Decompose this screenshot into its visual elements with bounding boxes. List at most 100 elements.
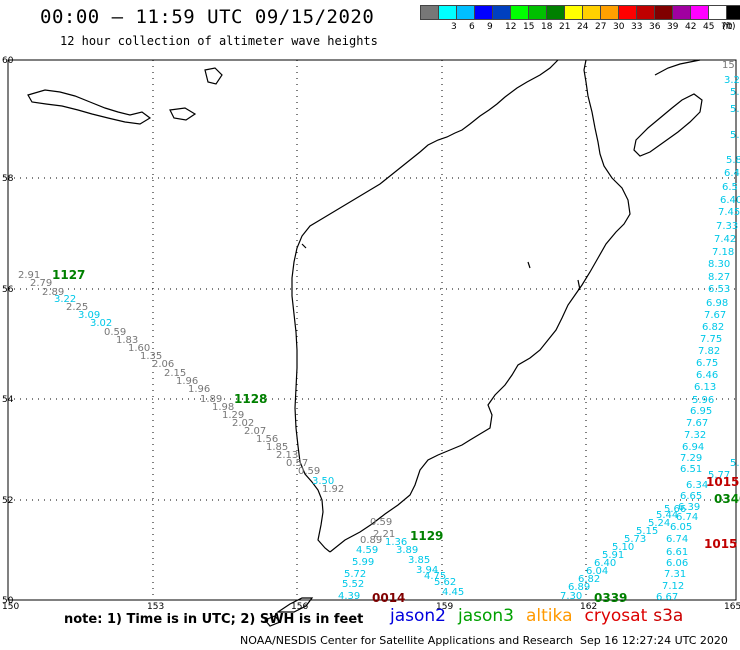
wave-height-value: 7.18 bbox=[712, 247, 734, 258]
wave-height-value: 0.59 bbox=[104, 327, 126, 338]
wave-height-value: 5.8 bbox=[726, 155, 740, 166]
kamchatka-coastline bbox=[291, 59, 559, 553]
wave-height-value: 6.06 bbox=[666, 558, 688, 569]
legend-label: 36 bbox=[649, 22, 661, 32]
legend-label: 39 bbox=[667, 22, 679, 32]
wave-height-value: 6.40 bbox=[720, 195, 740, 206]
legend-label: 30 bbox=[613, 22, 625, 32]
latitude-label: 60 bbox=[2, 56, 14, 66]
longitude-label: 156 bbox=[291, 602, 308, 612]
wave-height-value: 5.77 bbox=[708, 470, 730, 481]
legend-swatch bbox=[654, 5, 672, 20]
wave-height-value: 5.38 bbox=[730, 458, 740, 469]
legend-label: 45 bbox=[703, 22, 715, 32]
wave-height-value: 5. bbox=[730, 130, 740, 141]
legend-label: 33 bbox=[631, 22, 643, 32]
coastline bbox=[27, 59, 703, 627]
satellite-legend: jason2 jason3 altika cryosat s3a bbox=[390, 606, 695, 626]
longitude-label: 162 bbox=[580, 602, 597, 612]
legend-swatch bbox=[456, 5, 474, 20]
wave-height-value: 6.75 bbox=[696, 358, 718, 369]
wave-height-value: 6.67 bbox=[656, 592, 678, 603]
wave-height-value: 5.52 bbox=[342, 579, 364, 590]
wave-height-value: 2.07 bbox=[244, 426, 266, 437]
wave-height-value: 5.66 bbox=[664, 504, 686, 515]
wave-height-value: 1.60 bbox=[128, 343, 150, 354]
wave-height-value: 7.45 bbox=[718, 207, 740, 218]
wave-height-value: 1.85 bbox=[266, 442, 288, 453]
wave-height-value: 6.61 bbox=[666, 547, 688, 558]
satellite-name: altika bbox=[526, 606, 573, 626]
pass-time-label: 1015 bbox=[704, 537, 737, 551]
longitude-label: 165 bbox=[724, 602, 740, 612]
wave-height-value: 3.09 bbox=[78, 310, 100, 321]
wave-height-value: 7.29 bbox=[680, 453, 702, 464]
pass-time-label: 1015 bbox=[706, 475, 739, 489]
legend-swatch bbox=[528, 5, 546, 20]
wave-height-value: 3.02 bbox=[90, 318, 112, 329]
wave-height-value: 5.99 bbox=[352, 557, 374, 568]
legend-swatch bbox=[546, 5, 564, 20]
wave-height-value: 3.89 bbox=[396, 545, 418, 556]
wave-height-value: 0.89 bbox=[360, 535, 382, 546]
wave-height-value: 0.57 bbox=[286, 458, 308, 469]
wave-height-value: 3.2 bbox=[724, 75, 740, 86]
wave-height-value: 2.02 bbox=[232, 418, 254, 429]
wave-height-value: 5. bbox=[730, 104, 740, 115]
wave-height-value: 7.33 bbox=[716, 221, 738, 232]
legend-label: 15 bbox=[523, 22, 535, 32]
wave-height-value: 8.27 bbox=[708, 272, 730, 283]
legend-swatch bbox=[600, 5, 618, 20]
footer-timestamp: Sep 16 12:27:24 UTC 2020 bbox=[580, 634, 728, 647]
wave-height-value: 6.98 bbox=[706, 298, 728, 309]
legend-swatch bbox=[420, 5, 438, 20]
wave-height-value: 5.91 bbox=[602, 550, 624, 561]
map-frame bbox=[7, 59, 737, 601]
wave-height-value: 1.92 bbox=[322, 484, 344, 495]
shantar-islands bbox=[27, 67, 223, 125]
longitude-label: 153 bbox=[147, 602, 164, 612]
latitude-label: 54 bbox=[2, 395, 14, 405]
wave-height-value: 2.25 bbox=[66, 302, 88, 313]
wave-height-value: 3.85 bbox=[408, 555, 430, 566]
wave-height-value: 7.75 bbox=[700, 334, 722, 345]
wave-height-value: 6.53 bbox=[708, 284, 730, 295]
legend-label: 70 bbox=[721, 22, 733, 32]
wave-height-value: 3.50 bbox=[312, 476, 334, 487]
wave-height-value: 6.82 bbox=[702, 322, 724, 333]
wave-height-value: 1.89 bbox=[200, 394, 222, 405]
wave-height-value: 1.29 bbox=[222, 410, 244, 421]
wave-height-value: 6.89 bbox=[568, 582, 590, 593]
note-text: note: 1) Time is in UTC; 2) SWH is in fe… bbox=[64, 612, 364, 627]
legend-label: 24 bbox=[577, 22, 589, 32]
legend-swatch bbox=[636, 5, 654, 20]
wave-height-value: 6.82 bbox=[578, 574, 600, 585]
satellite-name: s3a bbox=[653, 606, 684, 626]
legend-label: 9 bbox=[487, 22, 493, 32]
wave-height-value: 2.91 bbox=[18, 270, 40, 281]
wave-height-value: 5.96 bbox=[692, 395, 714, 406]
wave-height-value: 2.21 bbox=[373, 529, 395, 540]
wave-height-value: 6.13 bbox=[694, 382, 716, 393]
wave-height-value: 1.96 bbox=[188, 384, 210, 395]
satellite-name: jason2 bbox=[390, 606, 446, 626]
longitude-label: 159 bbox=[436, 602, 453, 612]
legend-swatch bbox=[690, 5, 708, 20]
pass-time-label: 1127 bbox=[52, 268, 85, 282]
wave-height-value: 0.59 bbox=[370, 517, 392, 528]
wave-height-value: 7.32 bbox=[684, 430, 706, 441]
wave-height-value: 6.40 bbox=[594, 558, 616, 569]
wave-height-value: 6.46 bbox=[696, 370, 718, 381]
wave-height-value: 5.73 bbox=[624, 534, 646, 545]
legend-label: 12 bbox=[505, 22, 517, 32]
wave-height-value: 7.30 bbox=[560, 591, 582, 602]
latitude-label: 56 bbox=[2, 285, 14, 295]
map-subtitle: 12 hour collection of altimeter wave hei… bbox=[60, 34, 378, 48]
wave-height-value: 6.74 bbox=[676, 512, 698, 523]
wave-height-value: 6.39 bbox=[678, 502, 700, 513]
wave-height-value: 1.83 bbox=[116, 335, 138, 346]
wave-height-value: 3.22 bbox=[54, 294, 76, 305]
legend-swatch bbox=[474, 5, 492, 20]
legend-swatch bbox=[510, 5, 528, 20]
wave-height-value: 5.72 bbox=[344, 569, 366, 580]
